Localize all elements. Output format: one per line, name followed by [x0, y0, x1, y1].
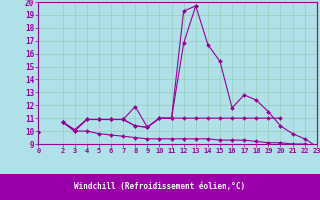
Text: Windchill (Refroidissement éolien,°C): Windchill (Refroidissement éolien,°C) [75, 182, 245, 192]
